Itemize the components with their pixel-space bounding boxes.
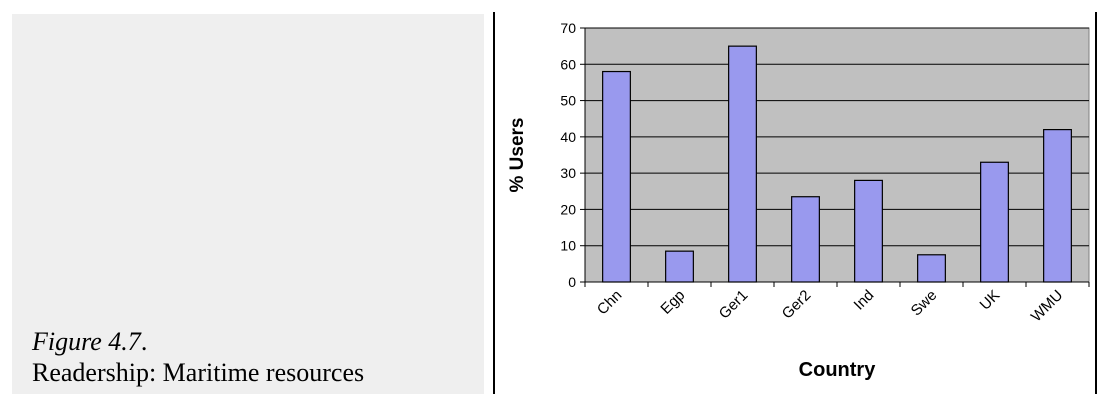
y-tick-label: 50 bbox=[560, 93, 576, 109]
bar-egp bbox=[665, 250, 694, 283]
y-axis-label: % Users bbox=[507, 118, 528, 193]
figure-number: Figure 4.7 bbox=[32, 327, 141, 356]
right-divider bbox=[1095, 12, 1097, 394]
x-axis-ticks: Chn Egp Ger1 Ger2 Ind Swe UK WMU bbox=[584, 282, 1090, 326]
plot-area bbox=[584, 27, 1090, 283]
x-tick-label: Ind bbox=[851, 287, 878, 314]
y-tick-label: 30 bbox=[560, 165, 576, 181]
figure-caption-text: Readership: Maritime resources bbox=[32, 358, 365, 387]
x-tick-label: Ger1 bbox=[716, 287, 752, 323]
x-tick-label: Chn bbox=[594, 287, 625, 318]
y-tick-label: 70 bbox=[560, 20, 576, 36]
y-tick-label: 10 bbox=[560, 238, 576, 254]
left-panel: Figure 4.7. Readership: Maritime resourc… bbox=[12, 14, 484, 394]
figure-number-dot: . bbox=[140, 327, 148, 356]
x-tick-label: Ger2 bbox=[779, 287, 815, 323]
x-axis-label: Country bbox=[799, 359, 877, 381]
bar-ger2 bbox=[791, 196, 820, 283]
gridlines bbox=[585, 27, 1089, 247]
y-tick-label: 40 bbox=[560, 129, 576, 145]
y-tick-label: 20 bbox=[560, 201, 576, 217]
left-divider bbox=[493, 12, 495, 394]
bar-uk bbox=[980, 161, 1009, 283]
x-tick-label: Egp bbox=[657, 287, 688, 318]
bar-chart: 0 10 20 30 40 50 60 70 Chn Egp Ger1 Ger2 Ind Swe UK WM… bbox=[507, 20, 1090, 381]
y-tick-label: 0 bbox=[568, 274, 576, 290]
x-tick-label: UK bbox=[977, 287, 1004, 314]
y-tick-label: 60 bbox=[560, 56, 576, 72]
bar-ger1 bbox=[728, 45, 757, 283]
bar-chn bbox=[602, 70, 631, 283]
y-axis-ticks: 0 10 20 30 40 50 60 70 bbox=[560, 20, 585, 290]
bar-ind bbox=[854, 179, 883, 283]
x-tick-label: Swe bbox=[908, 287, 941, 320]
figure-caption: Figure 4.7. Readership: Maritime resourc… bbox=[32, 326, 364, 388]
bar-swe bbox=[917, 254, 946, 283]
bar-wmu bbox=[1043, 128, 1072, 283]
x-tick-label: WMU bbox=[1028, 287, 1067, 326]
bars bbox=[602, 45, 1072, 283]
chart-area: 0 10 20 30 40 50 60 70 Chn Egp Ger1 Ger2 Ind Swe UK WM… bbox=[497, 14, 1093, 394]
